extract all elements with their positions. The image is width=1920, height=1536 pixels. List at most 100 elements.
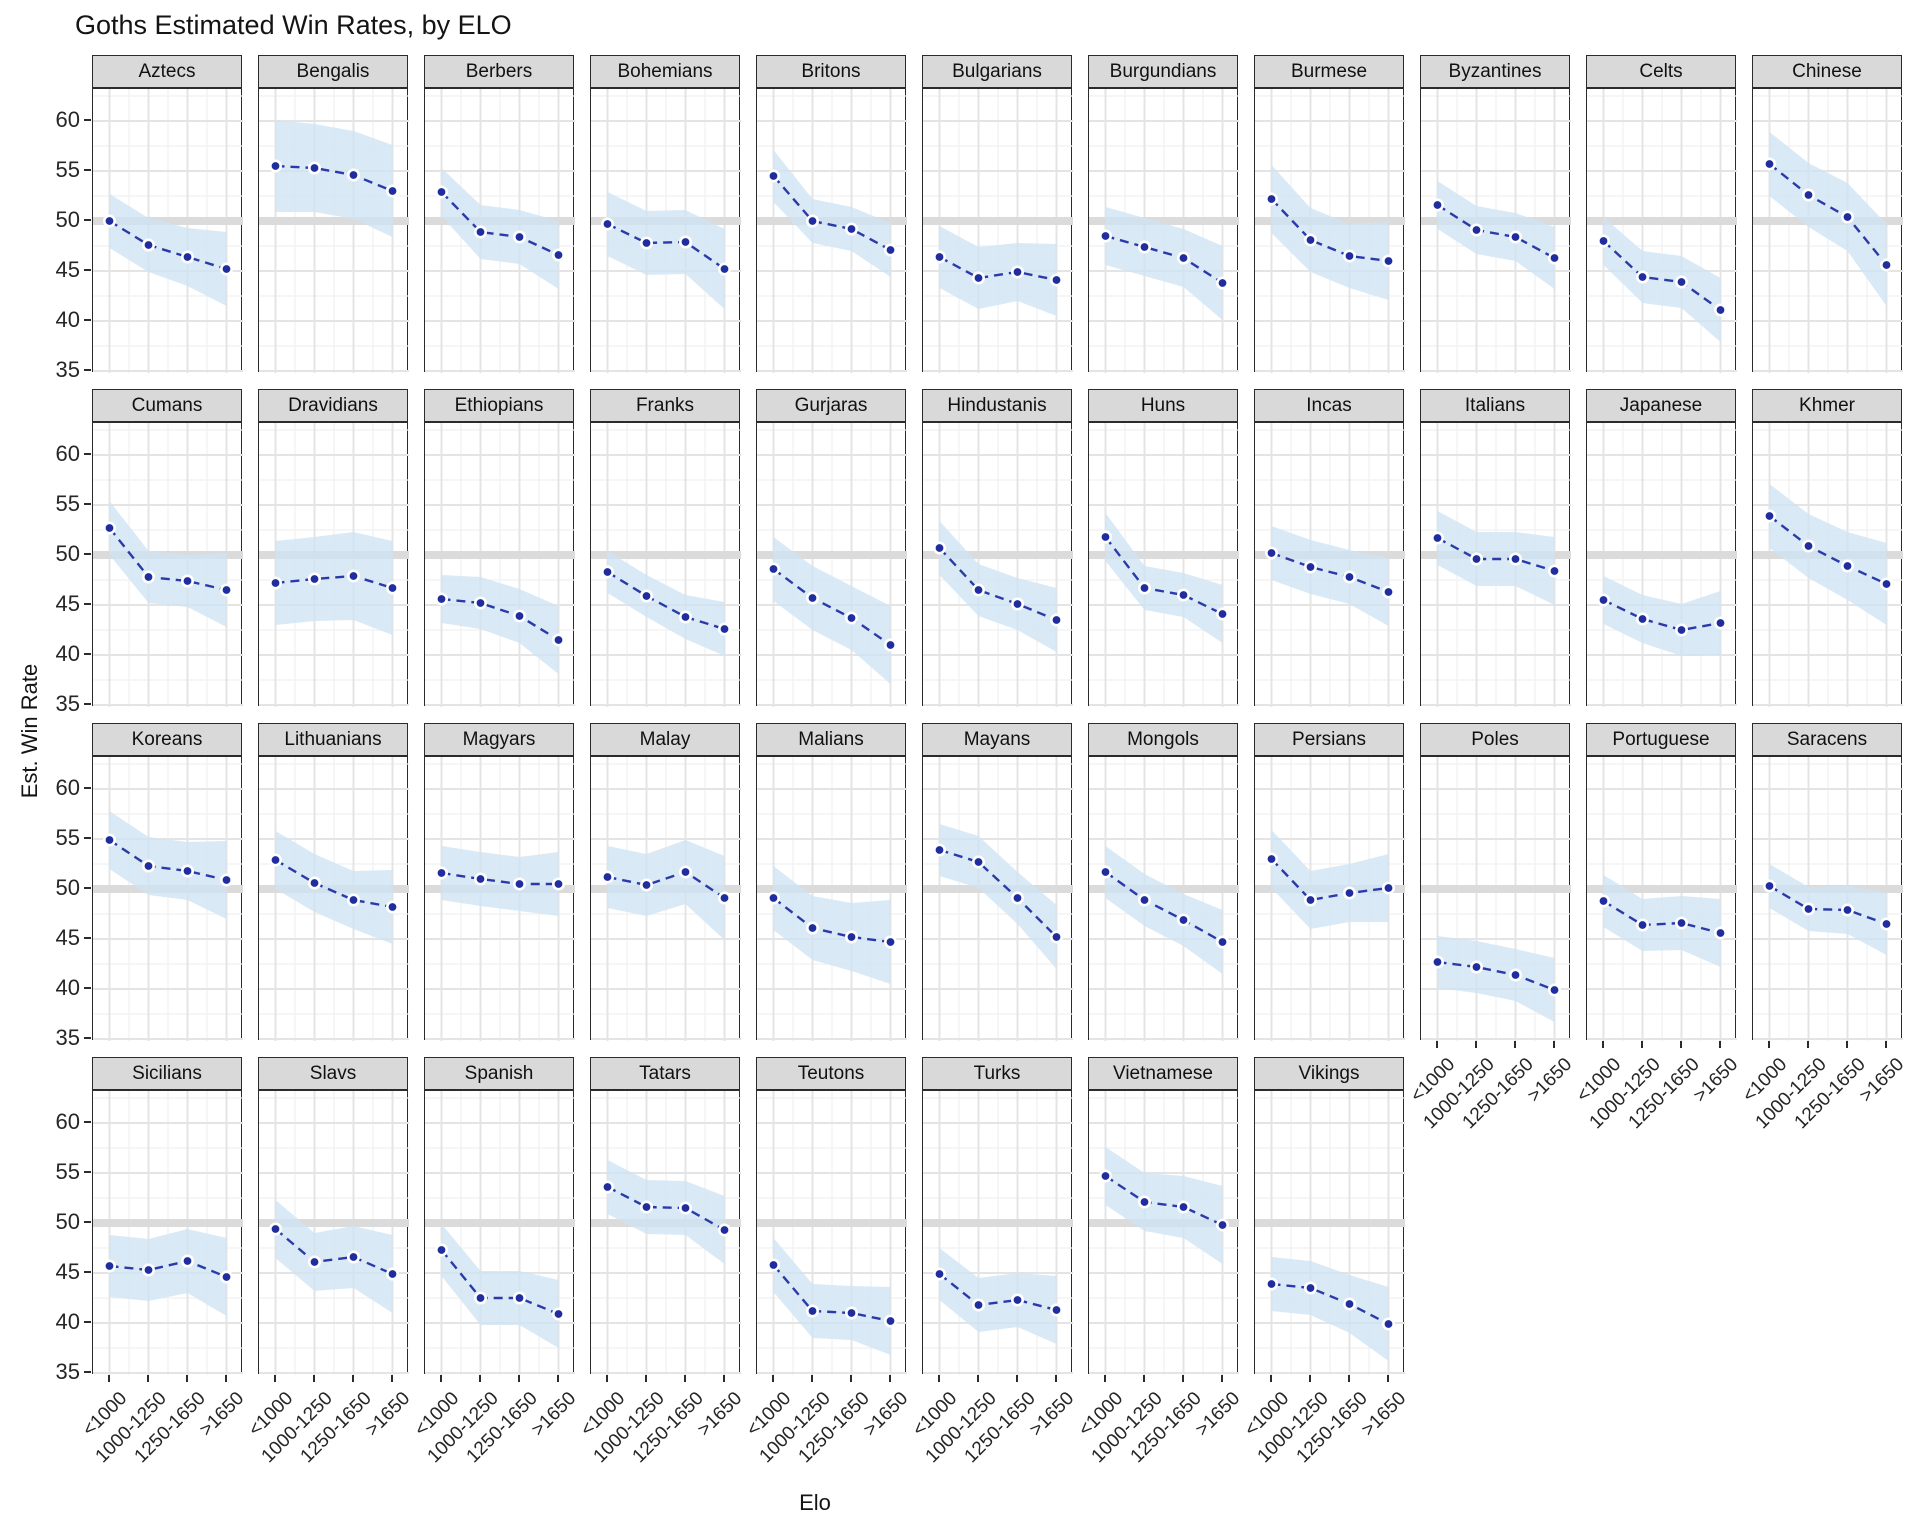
facet-strip: Bulgarians <box>922 55 1072 88</box>
data-point <box>845 611 859 625</box>
data-point <box>1265 1277 1278 1291</box>
facet-strip: Lithuanians <box>258 723 408 756</box>
data-point <box>1099 530 1112 544</box>
data-point <box>1343 886 1357 900</box>
trend-line <box>108 839 227 882</box>
y-tick-mark <box>84 319 91 321</box>
y-tick-mark <box>84 1221 91 1223</box>
data-point <box>845 1306 859 1320</box>
facet-strip-label: Malians <box>798 728 864 750</box>
facet-plot <box>923 89 1073 373</box>
data-point <box>386 581 400 595</box>
trend-line <box>1271 1282 1390 1326</box>
facet-strip: Turks <box>922 1057 1072 1090</box>
data-point <box>1011 597 1025 611</box>
trend-line <box>1271 551 1389 594</box>
x-tick-mark <box>556 1375 559 1382</box>
facet-plot <box>1089 423 1239 707</box>
data-point <box>1265 546 1278 560</box>
data-point <box>552 877 566 891</box>
data-point <box>435 185 448 199</box>
data-point <box>884 935 898 949</box>
x-tick-mark <box>1220 1375 1223 1382</box>
trend-line <box>1436 536 1555 573</box>
confidence-ribbon <box>773 150 891 277</box>
facet-panel <box>424 422 575 707</box>
facet-plot <box>259 89 409 373</box>
facet-strip: Portuguese <box>1586 723 1736 756</box>
x-tick-mark <box>1884 1041 1887 1048</box>
trend-line <box>772 1264 891 1323</box>
x-tick-mark <box>1054 1375 1057 1382</box>
facet-plot <box>1421 423 1571 707</box>
trend-line <box>274 1228 393 1276</box>
y-tick-mark <box>84 837 91 839</box>
data-point <box>1509 552 1523 566</box>
facet-strip-label: Lithuanians <box>284 728 382 750</box>
reference-band-50 <box>425 551 575 559</box>
facet-strip: Japanese <box>1586 389 1736 422</box>
data-point <box>971 855 985 869</box>
data-point <box>718 891 732 905</box>
facet-strip: Huns <box>1088 389 1238 422</box>
ytick-label: 35 <box>55 1359 80 1384</box>
data-point <box>1216 276 1230 290</box>
data-point <box>1137 893 1151 907</box>
facet-panel <box>1254 1090 1405 1375</box>
facet-strip-label: Magyars <box>462 728 536 750</box>
facet-strip: Ethiopians <box>424 389 574 422</box>
y-tick-mark <box>84 503 91 505</box>
data-point <box>767 169 780 183</box>
facet-plot <box>1089 1091 1239 1375</box>
data-point <box>1177 251 1191 265</box>
data-point <box>1675 916 1689 930</box>
confidence-ribbon <box>441 1224 559 1348</box>
facet-plot <box>1587 757 1737 1041</box>
x-tick-mark <box>1601 1041 1604 1048</box>
confidence-ribbon <box>607 551 725 656</box>
data-point <box>639 878 653 892</box>
facet-strip: Teutons <box>756 1057 906 1090</box>
reference-band-50 <box>1587 217 1737 225</box>
data-point <box>473 1291 487 1305</box>
facet-plot <box>425 89 575 373</box>
data-point <box>845 930 859 944</box>
data-point <box>679 610 693 624</box>
facet-panel <box>92 422 243 707</box>
data-point <box>1548 983 1562 997</box>
y-tick-mark <box>84 269 91 271</box>
confidence-ribbon <box>607 1160 725 1264</box>
ytick-label: 35 <box>55 357 80 382</box>
facet-strip-label: Franks <box>635 394 695 416</box>
data-point <box>1137 581 1151 595</box>
facet-strip-label: Chinese <box>1792 60 1862 82</box>
facet-strip: Bohemians <box>590 55 740 88</box>
facet-strip: Bengalis <box>258 55 408 88</box>
facet-panel <box>258 756 409 1041</box>
facet-strip-label: Teutons <box>797 1062 865 1084</box>
trend-line <box>109 1259 227 1279</box>
facet-strip: Dravidians <box>258 389 408 422</box>
x-tick-mark <box>146 1375 149 1382</box>
data-point <box>103 1259 116 1273</box>
y-tick-mark <box>84 1371 91 1373</box>
data-point <box>513 230 527 244</box>
reference-band-50 <box>1089 551 1239 559</box>
data-point <box>1050 613 1064 627</box>
data-point <box>679 235 693 249</box>
facet-strip: Celts <box>1586 55 1736 88</box>
trend-line <box>772 897 891 944</box>
data-point <box>1469 552 1483 566</box>
data-point <box>103 521 116 535</box>
data-point <box>220 873 234 887</box>
facet-plot <box>93 89 243 373</box>
x-tick-mark <box>888 1375 891 1382</box>
facet-plot <box>93 757 243 1041</box>
data-point <box>1714 303 1728 317</box>
facet-strip-label: Ethiopians <box>454 394 544 416</box>
facet-panel <box>92 1090 243 1375</box>
data-point <box>220 262 234 276</box>
confidence-ribbon <box>1105 846 1223 974</box>
trend-line <box>938 547 1057 622</box>
confidence-ribbon <box>773 866 891 984</box>
